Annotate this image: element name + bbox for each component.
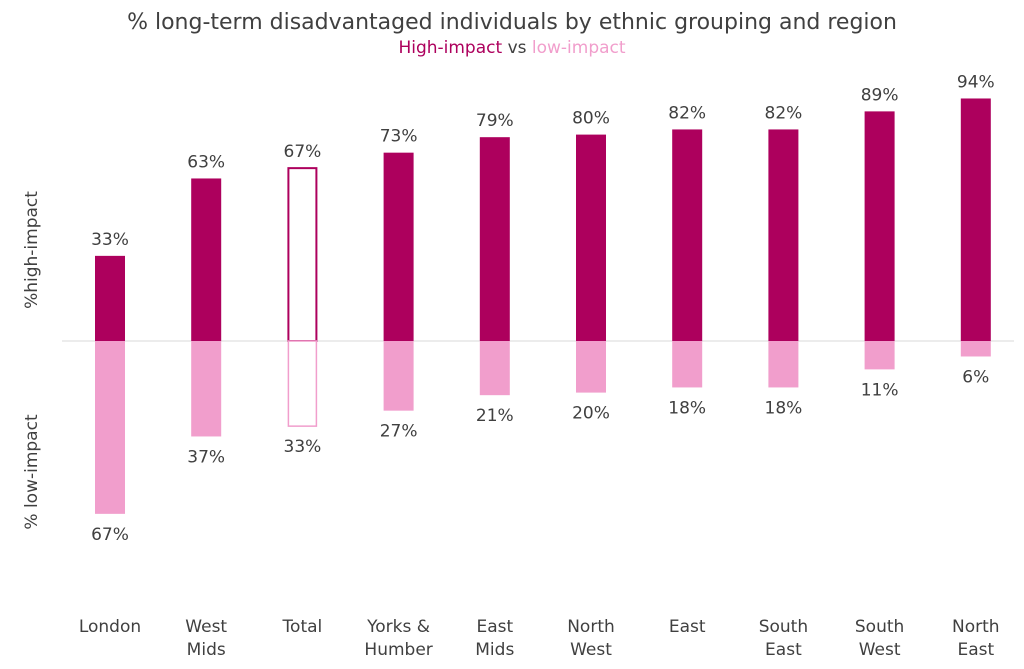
data-label-high-total: 67% xyxy=(284,142,322,162)
data-label-high-west-mids: 63% xyxy=(187,152,225,172)
data-label-low-north-east: 6% xyxy=(962,367,989,387)
data-label-low-east: 18% xyxy=(668,398,706,418)
bar-high-south-west xyxy=(864,111,895,341)
bar-low-london xyxy=(95,341,125,514)
x-tick-label-yorks-humber-line1: Yorks & xyxy=(366,617,430,637)
bar-low-east xyxy=(672,341,703,388)
bar-low-west-mids xyxy=(191,341,222,437)
data-label-low-yorks-humber: 27% xyxy=(380,422,418,442)
x-tick-label-north-west-line2: West xyxy=(570,640,612,660)
data-label-low-south-west: 11% xyxy=(861,380,899,400)
x-tick-label-south-west-line1: South xyxy=(855,617,904,637)
x-tick-label-yorks-humber-line2: Humber xyxy=(364,640,432,660)
data-label-low-west-mids: 37% xyxy=(187,447,225,467)
bar-high-north-west xyxy=(576,134,606,341)
x-tick-label-london: London xyxy=(79,617,141,637)
x-tick-label-west-mids-line2: Mids xyxy=(187,640,226,660)
x-tick-label-total: Total xyxy=(282,617,323,637)
data-label-high-south-east: 82% xyxy=(765,103,803,123)
data-label-high-east-mids: 79% xyxy=(476,111,514,131)
x-tick-label-south-east-line1: South xyxy=(759,617,808,637)
bar-high-london xyxy=(95,255,125,341)
x-tick-label-east-mids-line1: East xyxy=(476,617,513,637)
bar-low-south-west xyxy=(864,341,895,370)
x-tick-label-north-west-line1: North xyxy=(567,617,615,637)
x-tick-label-north-east-line2: East xyxy=(957,640,994,660)
subtitle-high-impact: High-impact xyxy=(398,38,503,58)
x-tick-label-east: East xyxy=(669,617,706,637)
bar-low-east-mids xyxy=(479,341,510,396)
data-label-low-east-mids: 21% xyxy=(476,406,514,426)
x-tick-label-north-east-line1: North xyxy=(952,617,1000,637)
data-label-high-north-east: 94% xyxy=(957,72,995,92)
bar-low-north-west xyxy=(576,341,606,393)
bar-high-south-east xyxy=(768,129,799,341)
bar-high-north-east xyxy=(960,98,991,341)
bar-high-east-mids xyxy=(479,137,510,341)
bar-high-east xyxy=(672,129,703,341)
subtitle-vs: vs xyxy=(507,38,527,58)
subtitle-low-impact: low-impact xyxy=(531,38,626,58)
chart-subtitle: High-impact vs low-impact xyxy=(0,38,1024,58)
data-label-low-north-west: 20% xyxy=(572,404,610,424)
bar-low-north-east xyxy=(960,341,991,357)
data-label-low-south-east: 18% xyxy=(765,398,803,418)
chart-title: % long-term disadvantaged individuals by… xyxy=(127,10,897,35)
bar-low-south-east xyxy=(768,341,799,388)
data-label-high-yorks-humber: 73% xyxy=(380,127,418,147)
bar-low-total xyxy=(287,340,318,427)
bar-high-yorks-humber xyxy=(383,152,414,341)
data-label-high-south-west: 89% xyxy=(861,85,899,105)
x-tick-label-west-mids-line1: West xyxy=(185,617,227,637)
x-tick-label-south-east-line2: East xyxy=(765,640,802,660)
bar-high-west-mids xyxy=(191,178,222,341)
data-label-high-london: 33% xyxy=(91,230,129,250)
data-label-low-london: 67% xyxy=(91,525,129,545)
bar-high-total xyxy=(287,167,318,342)
data-label-low-total: 33% xyxy=(284,437,322,457)
data-label-high-north-west: 80% xyxy=(572,109,610,129)
bar-low-yorks-humber xyxy=(383,341,414,411)
x-tick-label-east-mids-line2: Mids xyxy=(475,640,514,660)
data-label-high-east: 82% xyxy=(668,103,706,123)
x-tick-label-south-west-line2: West xyxy=(859,640,901,660)
